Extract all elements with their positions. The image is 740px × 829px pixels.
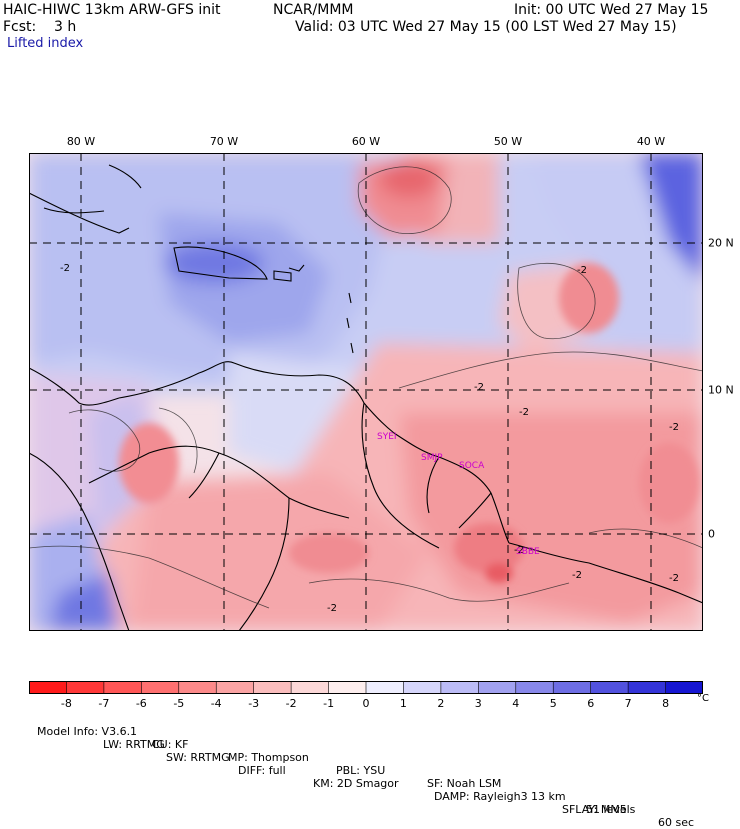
valid-time: Valid: 03 UTC Wed 27 May 15 (00 LST Wed …: [295, 19, 677, 35]
station-label: SMJP: [421, 453, 443, 463]
colorbar-swatch: [628, 681, 667, 694]
colorbar-swatch: [366, 681, 404, 694]
lat-label-0: 0: [708, 527, 715, 541]
colorbar-tick-label: -1: [323, 697, 335, 710]
station-label: SOCA: [459, 461, 485, 471]
station-markers: SYEI SMJP SOCA SBBE: [377, 432, 540, 557]
colorbar-tick-label: 6: [587, 697, 595, 710]
lon-label-60w: 60 W: [351, 135, 381, 148]
init-time: Init: 00 UTC Wed 27 May 15: [514, 2, 709, 18]
colorbar-swatch: [403, 681, 442, 694]
colorbar-swatch: [328, 681, 367, 694]
lat-label-20n: 20 N: [708, 236, 734, 250]
forecast-hour: Fcst: 3 h: [3, 19, 77, 35]
contour-label: -2: [514, 545, 524, 556]
model-title: HAIC-HIWC 13km ARW-GFS init: [3, 2, 221, 18]
lon-label-50w: 50 W: [493, 135, 523, 148]
footer-item: PBL: YSU: [336, 764, 386, 777]
contour-label-group: -2 -2 -2 -2 -2 -2 -2 -2 -2: [60, 263, 679, 614]
colorbar-tick-label: -4: [210, 697, 222, 710]
footer-item: MP: Thompson: [228, 751, 309, 764]
lon-label-40w: 40 W: [636, 135, 666, 148]
colorbar-swatch: [253, 681, 292, 694]
colorbar-swatch: [515, 681, 554, 694]
colorbar-tick-label: 2: [437, 697, 445, 710]
colorbar-tick-label: 1: [399, 697, 407, 710]
map-frame: [29, 153, 703, 631]
colorbar: [29, 681, 703, 694]
footer-item: DAMP: Rayleigh3: [434, 790, 528, 803]
colorbar-tick-label: -3: [248, 697, 260, 710]
colorbar-swatch: [478, 681, 517, 694]
colorbar-tick-label: 4: [512, 697, 520, 710]
contour-label: -2: [474, 382, 484, 393]
colorbar-swatch: [440, 681, 479, 694]
footer-item: SW: RRTMG: [166, 751, 230, 764]
footer-item: DIFF: full: [238, 764, 286, 777]
colorbar-swatch: [103, 681, 142, 694]
unstable-patches: [119, 263, 699, 583]
footer-item: Model Info: V3.6.1: [37, 725, 138, 738]
colorbar-tick-label: 7: [624, 697, 632, 710]
colorbar-tick-label: -8: [60, 697, 72, 710]
coastlines: [29, 164, 703, 631]
footer-item: 60 sec: [658, 816, 695, 829]
lat-label-10n: 10 N: [708, 383, 734, 397]
footer-item: 13 km: [531, 790, 566, 803]
contour-label: -2: [519, 407, 529, 418]
colorbar-swatch: [66, 681, 105, 694]
colorbar-swatch: [29, 681, 67, 694]
footer-item: KM: 2D Smagor: [313, 777, 399, 790]
contour-label: -2: [60, 263, 70, 274]
lon-label-80w: 80 W: [66, 135, 96, 148]
contours: [29, 166, 703, 609]
colorbar-tick-label: 0: [362, 697, 370, 710]
colorbar-tick-label: 8: [662, 697, 670, 710]
contour-label: -2: [669, 573, 679, 584]
colorbar-swatch: [216, 681, 255, 694]
lifted-index-map: -2 -2 -2 -2 -2 -2 -2 -2 -2 SYEI SMJP SOC…: [29, 153, 703, 631]
lat-lon-grid: [29, 153, 703, 631]
footer-item: SFLAY: MM5: [562, 803, 627, 816]
colorbar-swatch: [590, 681, 629, 694]
center-name: NCAR/MMM: [273, 2, 354, 18]
contour-label: -2: [572, 570, 582, 581]
footer-item: SF: Noah LSM: [427, 777, 502, 790]
colorbar-tick-label: 3: [474, 697, 482, 710]
colorbar-swatch: [553, 681, 592, 694]
footer-line-2: LW: RRTMG SW: RRTMG DIFF: full KM: 2D Sm…: [96, 725, 627, 816]
contour-label: -2: [669, 422, 679, 433]
colorbar-swatch: [665, 681, 703, 694]
colorbar-swatch: [141, 681, 180, 694]
colorbar-swatch: [291, 681, 330, 694]
colorbar-swatch: [178, 681, 217, 694]
colorbar-tick-label: 5: [549, 697, 557, 710]
colorbar-tick-label: -7: [98, 697, 110, 710]
contour-label: -2: [327, 603, 337, 614]
field-name: Lifted index: [7, 36, 84, 51]
colorbar-tick-label: -2: [285, 697, 297, 710]
station-label: SBBE: [516, 547, 540, 557]
colorbar-unit: °C: [697, 693, 709, 704]
colorbar-tick-label: -6: [135, 697, 147, 710]
contour-label: -2: [577, 265, 587, 276]
lon-label-70w: 70 W: [209, 135, 239, 148]
station-label: SYEI: [377, 432, 397, 442]
colorbar-tick-label: -5: [173, 697, 185, 710]
